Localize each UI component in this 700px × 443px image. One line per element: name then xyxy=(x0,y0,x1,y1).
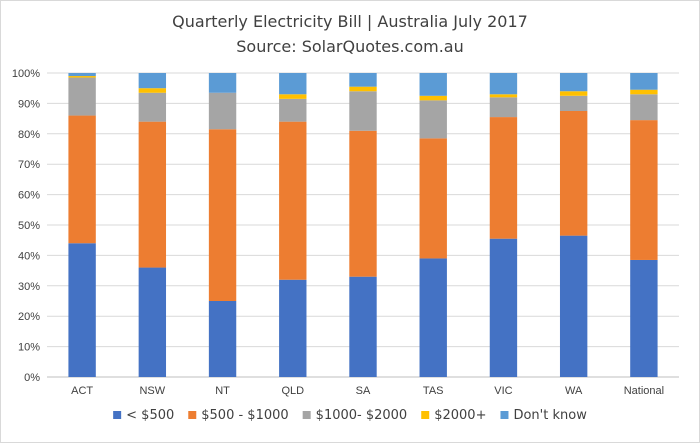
bar-segment xyxy=(419,138,447,259)
bar-segment xyxy=(349,86,377,92)
bar-segment xyxy=(489,97,518,118)
bar-segment xyxy=(559,235,588,377)
x-axis-ticks: ACT NSW NT QLD SA TAS VIC WA National xyxy=(71,385,664,397)
chart-title: Quarterly Electricity Bill | Australia J… xyxy=(172,12,528,31)
y-tick-label: 40% xyxy=(18,250,40,262)
bar-segment xyxy=(489,117,518,239)
bar-segment xyxy=(138,88,167,93)
legend-swatch xyxy=(500,411,509,419)
bars xyxy=(68,73,658,377)
bar-segment xyxy=(419,95,447,101)
legend: < $500 $500 - $1000 $1000- $2000 $2000+ Don'… xyxy=(113,408,587,423)
bar-segment xyxy=(489,94,518,98)
bar-segment xyxy=(559,111,588,236)
bar-segment xyxy=(68,243,96,377)
bar-segment xyxy=(208,301,237,377)
x-tick-label: NSW xyxy=(139,385,165,397)
y-tick-label: 10% xyxy=(18,342,40,354)
bar-segment xyxy=(559,73,588,92)
bar-segment xyxy=(349,276,377,377)
legend-label: Don't know xyxy=(513,408,587,423)
legend-label: $1000- $2000 xyxy=(316,408,408,423)
bar-segment xyxy=(419,100,447,139)
bar-segment xyxy=(630,259,658,377)
legend-item: < $500 xyxy=(113,408,174,423)
y-axis-ticks: 0% 10% 20% 30% 40% 50% 60% 70% 80% 90% 100% xyxy=(12,68,40,384)
y-tick-label: 50% xyxy=(18,220,40,232)
y-tick-label: 100% xyxy=(12,68,40,80)
bar-segment xyxy=(68,76,96,78)
bar-segment xyxy=(630,89,658,95)
legend-swatch xyxy=(421,411,430,419)
legend-label: $500 - $1000 xyxy=(201,408,288,423)
legend-item: $500 - $1000 xyxy=(188,408,289,423)
y-tick-label: 70% xyxy=(18,159,40,171)
chart-subtitle: Source: SolarQuotes.com.au xyxy=(236,37,463,56)
bar-segment xyxy=(559,95,588,111)
legend-label: < $500 xyxy=(126,408,174,423)
bar-segment xyxy=(138,92,167,122)
bar-segment xyxy=(208,129,237,301)
bar-segment xyxy=(208,92,237,130)
bar-segment xyxy=(279,73,307,95)
x-tick-label: ACT xyxy=(71,385,93,397)
bar-segment xyxy=(208,73,237,93)
bar-segment xyxy=(419,258,447,377)
legend-swatch xyxy=(113,411,122,419)
bar-segment xyxy=(630,94,658,121)
bar-segment xyxy=(279,279,307,377)
y-tick-label: 0% xyxy=(24,372,40,384)
bar-segment xyxy=(138,73,167,89)
legend-swatch xyxy=(302,411,311,419)
bar-segment xyxy=(279,121,307,280)
bar-segment xyxy=(489,73,518,95)
bar-segment xyxy=(138,267,167,377)
bar-segment xyxy=(349,130,377,277)
x-tick-label: WA xyxy=(565,385,583,397)
bar-segment xyxy=(630,73,658,90)
y-tick-label: 90% xyxy=(18,98,40,110)
bar-segment xyxy=(68,115,96,244)
bar-segment xyxy=(279,98,307,122)
legend-item: $1000- $2000 xyxy=(302,408,408,423)
bar-segment xyxy=(68,73,96,77)
x-tick-label: National xyxy=(624,385,664,397)
bar-segment xyxy=(349,73,377,87)
legend-item: Don't know xyxy=(500,408,587,423)
y-tick-label: 80% xyxy=(18,129,40,141)
legend-item: $2000+ xyxy=(421,408,486,423)
bar-segment xyxy=(489,238,518,377)
bar-segment xyxy=(349,91,377,131)
bar-segment xyxy=(630,120,658,260)
y-tick-label: 20% xyxy=(18,311,40,323)
x-tick-label: TAS xyxy=(423,385,444,397)
legend-label: $2000+ xyxy=(434,408,486,423)
x-tick-label: NT xyxy=(215,385,230,397)
legend-swatch xyxy=(188,411,197,419)
bar-segment xyxy=(279,94,307,99)
x-tick-label: VIC xyxy=(494,385,512,397)
y-tick-label: 30% xyxy=(18,281,40,293)
x-tick-label: QLD xyxy=(281,385,304,397)
bar-segment xyxy=(559,91,588,96)
bar-segment xyxy=(419,73,447,96)
y-tick-label: 60% xyxy=(18,190,40,202)
x-tick-label: SA xyxy=(356,385,371,397)
bar-segment xyxy=(68,77,96,116)
bar-segment xyxy=(138,121,167,268)
